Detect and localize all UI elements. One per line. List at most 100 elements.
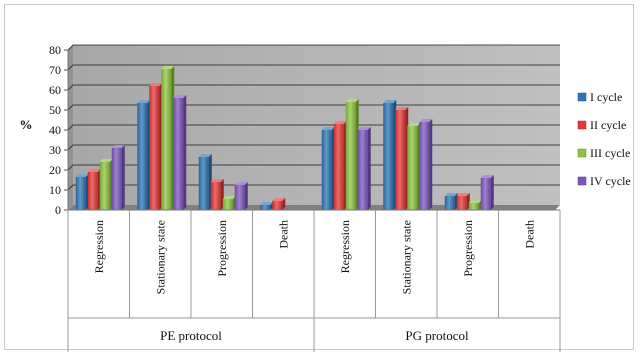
bar: [210, 179, 224, 210]
x-group-label: PG protocol: [405, 328, 469, 343]
bar-top-face: [468, 200, 482, 203]
bar: [333, 121, 347, 210]
bar: [444, 193, 458, 210]
bar-side-face: [367, 127, 371, 210]
bar-front-face: [111, 148, 122, 210]
bar-top-face: [395, 107, 409, 110]
bar-top-face: [419, 119, 433, 122]
x-category-label: Progression: [461, 220, 475, 277]
bar-top-face: [383, 100, 397, 103]
bar-front-face: [444, 196, 455, 210]
bar: [234, 182, 248, 210]
bar-top-face: [480, 175, 494, 178]
bar-front-face: [260, 205, 271, 210]
bar-side-face: [490, 175, 494, 210]
bar-front-face: [137, 103, 148, 210]
bar-side-face: [429, 119, 433, 210]
plot-floor: [68, 205, 560, 210]
bar-front-face: [99, 162, 110, 210]
bar-side-face: [244, 182, 248, 210]
bar-front-face: [161, 69, 172, 210]
y-tick-label: 80: [49, 43, 61, 57]
y-tick-label: 70: [49, 63, 61, 77]
bar-front-face: [87, 172, 98, 210]
bar: [272, 198, 286, 210]
bar: [260, 202, 274, 210]
bar-top-face: [333, 121, 347, 124]
bar-top-face: [75, 174, 89, 177]
bar: [480, 175, 494, 210]
legend-item: IV cycle: [577, 174, 631, 188]
x-category-label: Regression: [338, 220, 352, 273]
bar: [407, 123, 421, 210]
bar-top-face: [272, 198, 286, 201]
bar-top-face: [137, 100, 151, 103]
bar: [111, 145, 125, 210]
bar: [149, 83, 163, 210]
bar-front-face: [407, 126, 418, 210]
bar: [345, 99, 359, 210]
bar-side-face: [183, 95, 187, 210]
legend-label: IV cycle: [590, 174, 631, 188]
y-tick-label: 0: [55, 203, 61, 217]
bar-top-face: [222, 196, 236, 199]
bar-front-face: [173, 98, 184, 210]
legend-label: I cycle: [590, 90, 622, 104]
bar: [357, 127, 371, 210]
gridline: [67, 104, 560, 111]
x-category-label: Regression: [92, 220, 106, 273]
legend-item: I cycle: [577, 90, 622, 104]
bar-front-face: [222, 199, 233, 210]
bar-front-face: [395, 110, 406, 210]
bar-top-face: [161, 66, 175, 69]
y-tick-label: 30: [49, 143, 61, 157]
gridline: [67, 64, 560, 71]
x-category-label: Progression: [215, 220, 229, 277]
bar-front-face: [480, 178, 491, 210]
bar-front-face: [149, 86, 160, 210]
bar-front-face: [419, 122, 430, 210]
bar: [75, 174, 89, 210]
gridline: [67, 44, 560, 51]
x-category-label: Death: [522, 220, 536, 249]
bar-side-face: [282, 198, 286, 210]
bar: [419, 119, 433, 210]
legend-item: III cycle: [577, 146, 630, 160]
bar-top-face: [260, 202, 274, 205]
bar-top-face: [173, 95, 187, 98]
bar-front-face: [234, 185, 245, 210]
y-tick-label: 50: [49, 103, 61, 117]
bar-front-face: [456, 196, 467, 210]
y-axis-label: %: [20, 117, 33, 132]
bar-top-face: [357, 127, 371, 130]
gridline: [67, 84, 560, 91]
bar: [198, 154, 212, 210]
y-tick-label: 40: [49, 123, 61, 137]
bar-top-face: [321, 127, 335, 130]
legend-swatch: [577, 120, 587, 130]
legend-swatch: [577, 92, 587, 102]
y-tick-label: 20: [49, 163, 61, 177]
bar-front-face: [75, 177, 86, 210]
bar: [173, 95, 187, 210]
x-group-label: PE protocol: [160, 328, 222, 343]
bar: [161, 66, 175, 210]
bar: [456, 193, 470, 210]
bar: [321, 127, 335, 210]
legend-label: III cycle: [590, 146, 630, 160]
x-category-label: Stationary state: [153, 220, 167, 294]
bar: [468, 200, 482, 210]
bar-top-face: [111, 145, 125, 148]
legend-item: II cycle: [577, 118, 626, 132]
legend-swatch: [577, 148, 587, 158]
bar-front-face: [383, 103, 394, 210]
bar-top-face: [407, 123, 421, 126]
bar-front-face: [468, 203, 479, 210]
x-category-label: Stationary state: [399, 220, 413, 294]
bar: [137, 100, 151, 210]
bar: [383, 100, 397, 210]
legend-label: II cycle: [590, 118, 626, 132]
bar-top-face: [345, 99, 359, 102]
bar: [395, 107, 409, 210]
